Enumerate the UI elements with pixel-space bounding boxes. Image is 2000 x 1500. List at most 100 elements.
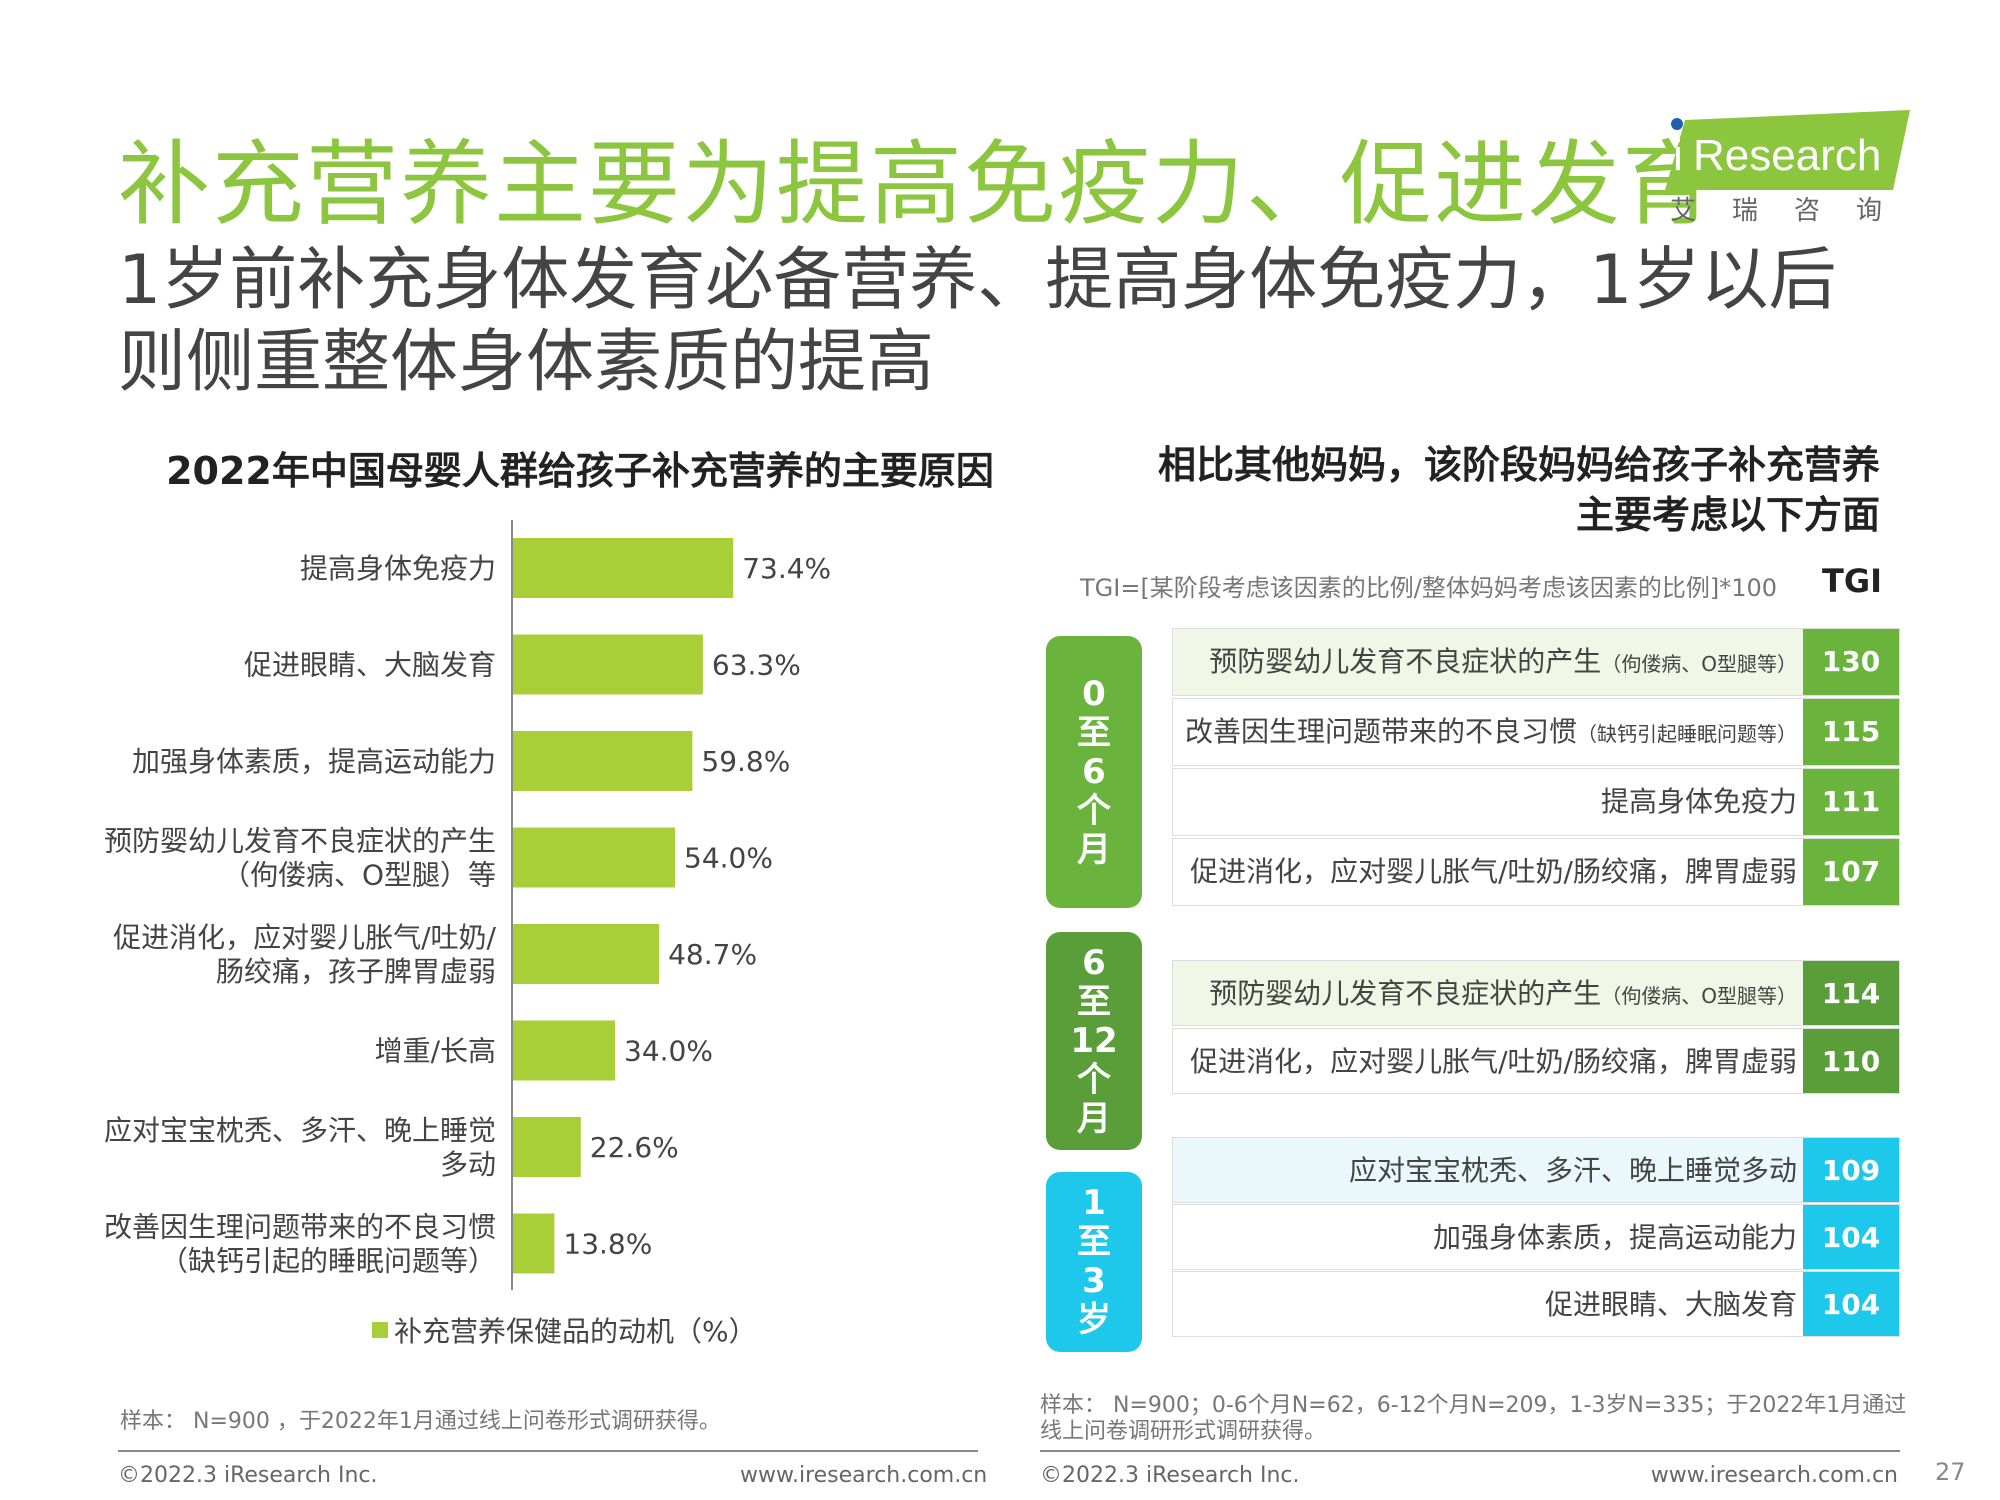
tgi-row: 促进消化，应对婴儿胀气/吐奶/肠绞痛，脾胃虚弱 107 — [1172, 838, 1900, 906]
tgi-factor-text: 改善因生理问题带来的不良习惯 — [1184, 715, 1577, 748]
tgi-value: 130 — [1803, 629, 1899, 695]
tgi-factor-text: 提高身体免疫力 — [1600, 785, 1797, 818]
stage-char: 12 — [1070, 1020, 1118, 1061]
tgi-factor-text: 预防婴幼儿发育不良症状的产生 — [1209, 977, 1602, 1010]
tgi-row: 改善因生理问题带来的不良习惯（缺钙引起睡眠问题等） 115 — [1172, 698, 1900, 766]
stage-char: 6 — [1082, 942, 1106, 983]
tgi-factor-text: 促进眼睛、大脑发育 — [1544, 1288, 1797, 1321]
category-label: 加强身体素质，提高运动能力 — [132, 745, 496, 778]
bar-value-label: 54.0% — [684, 842, 773, 875]
tgi-factor-text: 促进消化，应对婴儿胀气/吐奶/肠绞痛，脾胃虚弱 — [1190, 1045, 1797, 1078]
tgi-value: 110 — [1803, 1029, 1899, 1093]
bar — [513, 731, 693, 791]
tgi-header: TGI — [1822, 562, 1882, 600]
tgi-value: 114 — [1803, 961, 1899, 1025]
category-label: 提高身体免疫力 — [300, 552, 496, 585]
legend-swatch — [372, 1322, 388, 1338]
stage-char: 至 — [1077, 981, 1111, 1022]
tgi-factor-text: 应对宝宝枕秃、多汗、晚上睡觉多动 — [1348, 1154, 1797, 1187]
left-website: www.iresearch.com.cn — [740, 1463, 988, 1488]
right-title-line2: 主要考虑以下方面 — [1575, 493, 1880, 537]
left-copyright: ©2022.3 iResearch Inc. — [118, 1463, 378, 1488]
right-panel-title: 相比其他妈妈，该阶段妈妈给孩子补充营养 主要考虑以下方面 — [1080, 440, 1880, 540]
tgi-factor: 促进消化，应对婴儿胀气/吐奶/肠绞痛，脾胃虚弱 — [1173, 839, 1803, 905]
stage-char: 个 — [1077, 790, 1111, 831]
tgi-factor: 加强身体素质，提高运动能力 — [1173, 1205, 1803, 1269]
stage-char: 至 — [1077, 712, 1111, 753]
category-label: （佝偻病、O型腿）等 — [222, 859, 496, 892]
logo-i: i — [1673, 131, 1683, 180]
chart-legend: 补充营养保健品的动机（%） — [372, 1310, 757, 1350]
bar-value-label: 59.8% — [701, 745, 790, 778]
right-divider — [1040, 1450, 1900, 1452]
bar-value-label: 34.0% — [624, 1035, 713, 1068]
page-subtitle: 1岁前补充身体发育必备营养、提高身体免疫力，1岁以后则侧重整体身体素质的提高 — [118, 241, 1837, 402]
right-sample-note: 样本： N=900；0-6个月N=62，6-12个月N=209，1-3岁N=33… — [1040, 1393, 1907, 1444]
left-sample-note: 样本： N=900 ，于2022年1月通过线上问卷形式调研获得。 — [120, 1409, 721, 1434]
tgi-value: 111 — [1803, 769, 1899, 835]
tgi-factor: 预防婴幼儿发育不良症状的产生（佝偻病、O型腿等） — [1173, 961, 1803, 1025]
tgi-factor: 促进眼睛、大脑发育 — [1173, 1272, 1803, 1336]
bar-chart: 73.4% 提高身体免疫力 63.3% 促进眼睛、大脑发育 59.8% 加强身体素质，提高… — [104, 520, 831, 1290]
stage-char: 6 — [1082, 751, 1106, 792]
tgi-factor: 预防婴幼儿发育不良症状的产生（佝偻病、O型腿等） — [1173, 629, 1803, 695]
logo-cn-text: 艾瑞咨询 — [1670, 196, 1919, 226]
tgi-value: 104 — [1803, 1205, 1899, 1269]
category-label: （缺钙引起的睡眠问题等） — [160, 1245, 496, 1278]
bar — [513, 538, 734, 598]
stage-label-1: 6 至 12 个月 — [1046, 932, 1142, 1150]
tgi-factor: 改善因生理问题带来的不良习惯（缺钙引起睡眠问题等） — [1173, 699, 1803, 765]
bar-value-label: 48.7% — [668, 938, 757, 971]
tgi-row: 促进眼睛、大脑发育 104 — [1172, 1271, 1900, 1337]
tgi-factor-text: 预防婴幼儿发育不良症状的产生 — [1209, 645, 1602, 678]
tgi-value: 107 — [1803, 839, 1899, 905]
tgi-factor-text: 促进消化，应对婴儿胀气/吐奶/肠绞痛，脾胃虚弱 — [1190, 855, 1797, 888]
bar-value-label: 22.6% — [590, 1131, 679, 1164]
stage-char: 岁 — [1077, 1300, 1111, 1340]
tgi-row: 应对宝宝枕秃、多汗、晚上睡觉多动 109 — [1172, 1137, 1900, 1203]
bar — [513, 1020, 615, 1081]
tgi-row: 提高身体免疫力 111 — [1172, 768, 1900, 836]
category-label: 促进消化，应对婴儿胀气/吐奶/ — [113, 921, 496, 954]
tgi-formula: TGI=[某阶段考虑该因素的比例/整体妈妈考虑该因素的比例]*100 — [1080, 574, 1778, 602]
logo-brand: Research — [1693, 131, 1881, 180]
page-title: 补充营养主要为提高免疫力、促进发育 — [118, 131, 1717, 238]
stage-char: 3 — [1082, 1261, 1106, 1301]
tgi-row: 预防婴幼儿发育不良症状的产生（佝偻病、O型腿等） 114 — [1172, 960, 1900, 1026]
stage-char: 至 — [1077, 1222, 1111, 1262]
bar — [513, 634, 703, 695]
left-divider — [118, 1450, 978, 1452]
stage-char: 0 — [1082, 673, 1106, 714]
stage-char: 1 — [1082, 1183, 1106, 1223]
iresearch-logo: i Research — [1665, 110, 1910, 220]
legend-label: 补充营养保健品的动机（%） — [394, 1315, 757, 1348]
tgi-factor-text: 加强身体素质，提高运动能力 — [1432, 1221, 1797, 1254]
right-title-line1: 相比其他妈妈，该阶段妈妈给孩子补充营养 — [1157, 443, 1880, 487]
stage-char: 月 — [1077, 1098, 1111, 1139]
bar — [513, 1117, 581, 1177]
tgi-value: 104 — [1803, 1272, 1899, 1336]
stage-char: 月 — [1077, 829, 1111, 870]
category-label: 促进眼睛、大脑发育 — [244, 649, 496, 682]
right-copyright: ©2022.3 iResearch Inc. — [1040, 1463, 1300, 1488]
page-number: 27 — [1935, 1458, 1966, 1486]
tgi-factor: 应对宝宝枕秃、多汗、晚上睡觉多动 — [1173, 1138, 1803, 1202]
bar-value-label: 13.8% — [563, 1228, 652, 1261]
bar-value-label: 73.4% — [742, 552, 831, 585]
bar — [513, 924, 660, 984]
category-label: 多动 — [440, 1148, 496, 1181]
right-website: www.iresearch.com.cn — [1650, 1463, 1898, 1488]
tgi-row: 加强身体素质，提高运动能力 104 — [1172, 1204, 1900, 1270]
tgi-value: 115 — [1803, 699, 1899, 765]
bar — [513, 1213, 555, 1274]
tgi-row: 预防婴幼儿发育不良症状的产生（佝偻病、O型腿等） 130 — [1172, 628, 1900, 696]
stage-char: 个 — [1077, 1059, 1111, 1100]
tgi-factor-note: （缺钙引起睡眠问题等） — [1577, 722, 1797, 746]
tgi-value: 109 — [1803, 1138, 1899, 1202]
tgi-row: 促进消化，应对婴儿胀气/吐奶/肠绞痛，脾胃虚弱 110 — [1172, 1028, 1900, 1094]
tgi-factor-note: （佝偻病、O型腿等） — [1601, 984, 1797, 1008]
tgi-factor-note: （佝偻病、O型腿等） — [1601, 652, 1797, 676]
tgi-factor: 促进消化，应对婴儿胀气/吐奶/肠绞痛，脾胃虚弱 — [1173, 1029, 1803, 1093]
